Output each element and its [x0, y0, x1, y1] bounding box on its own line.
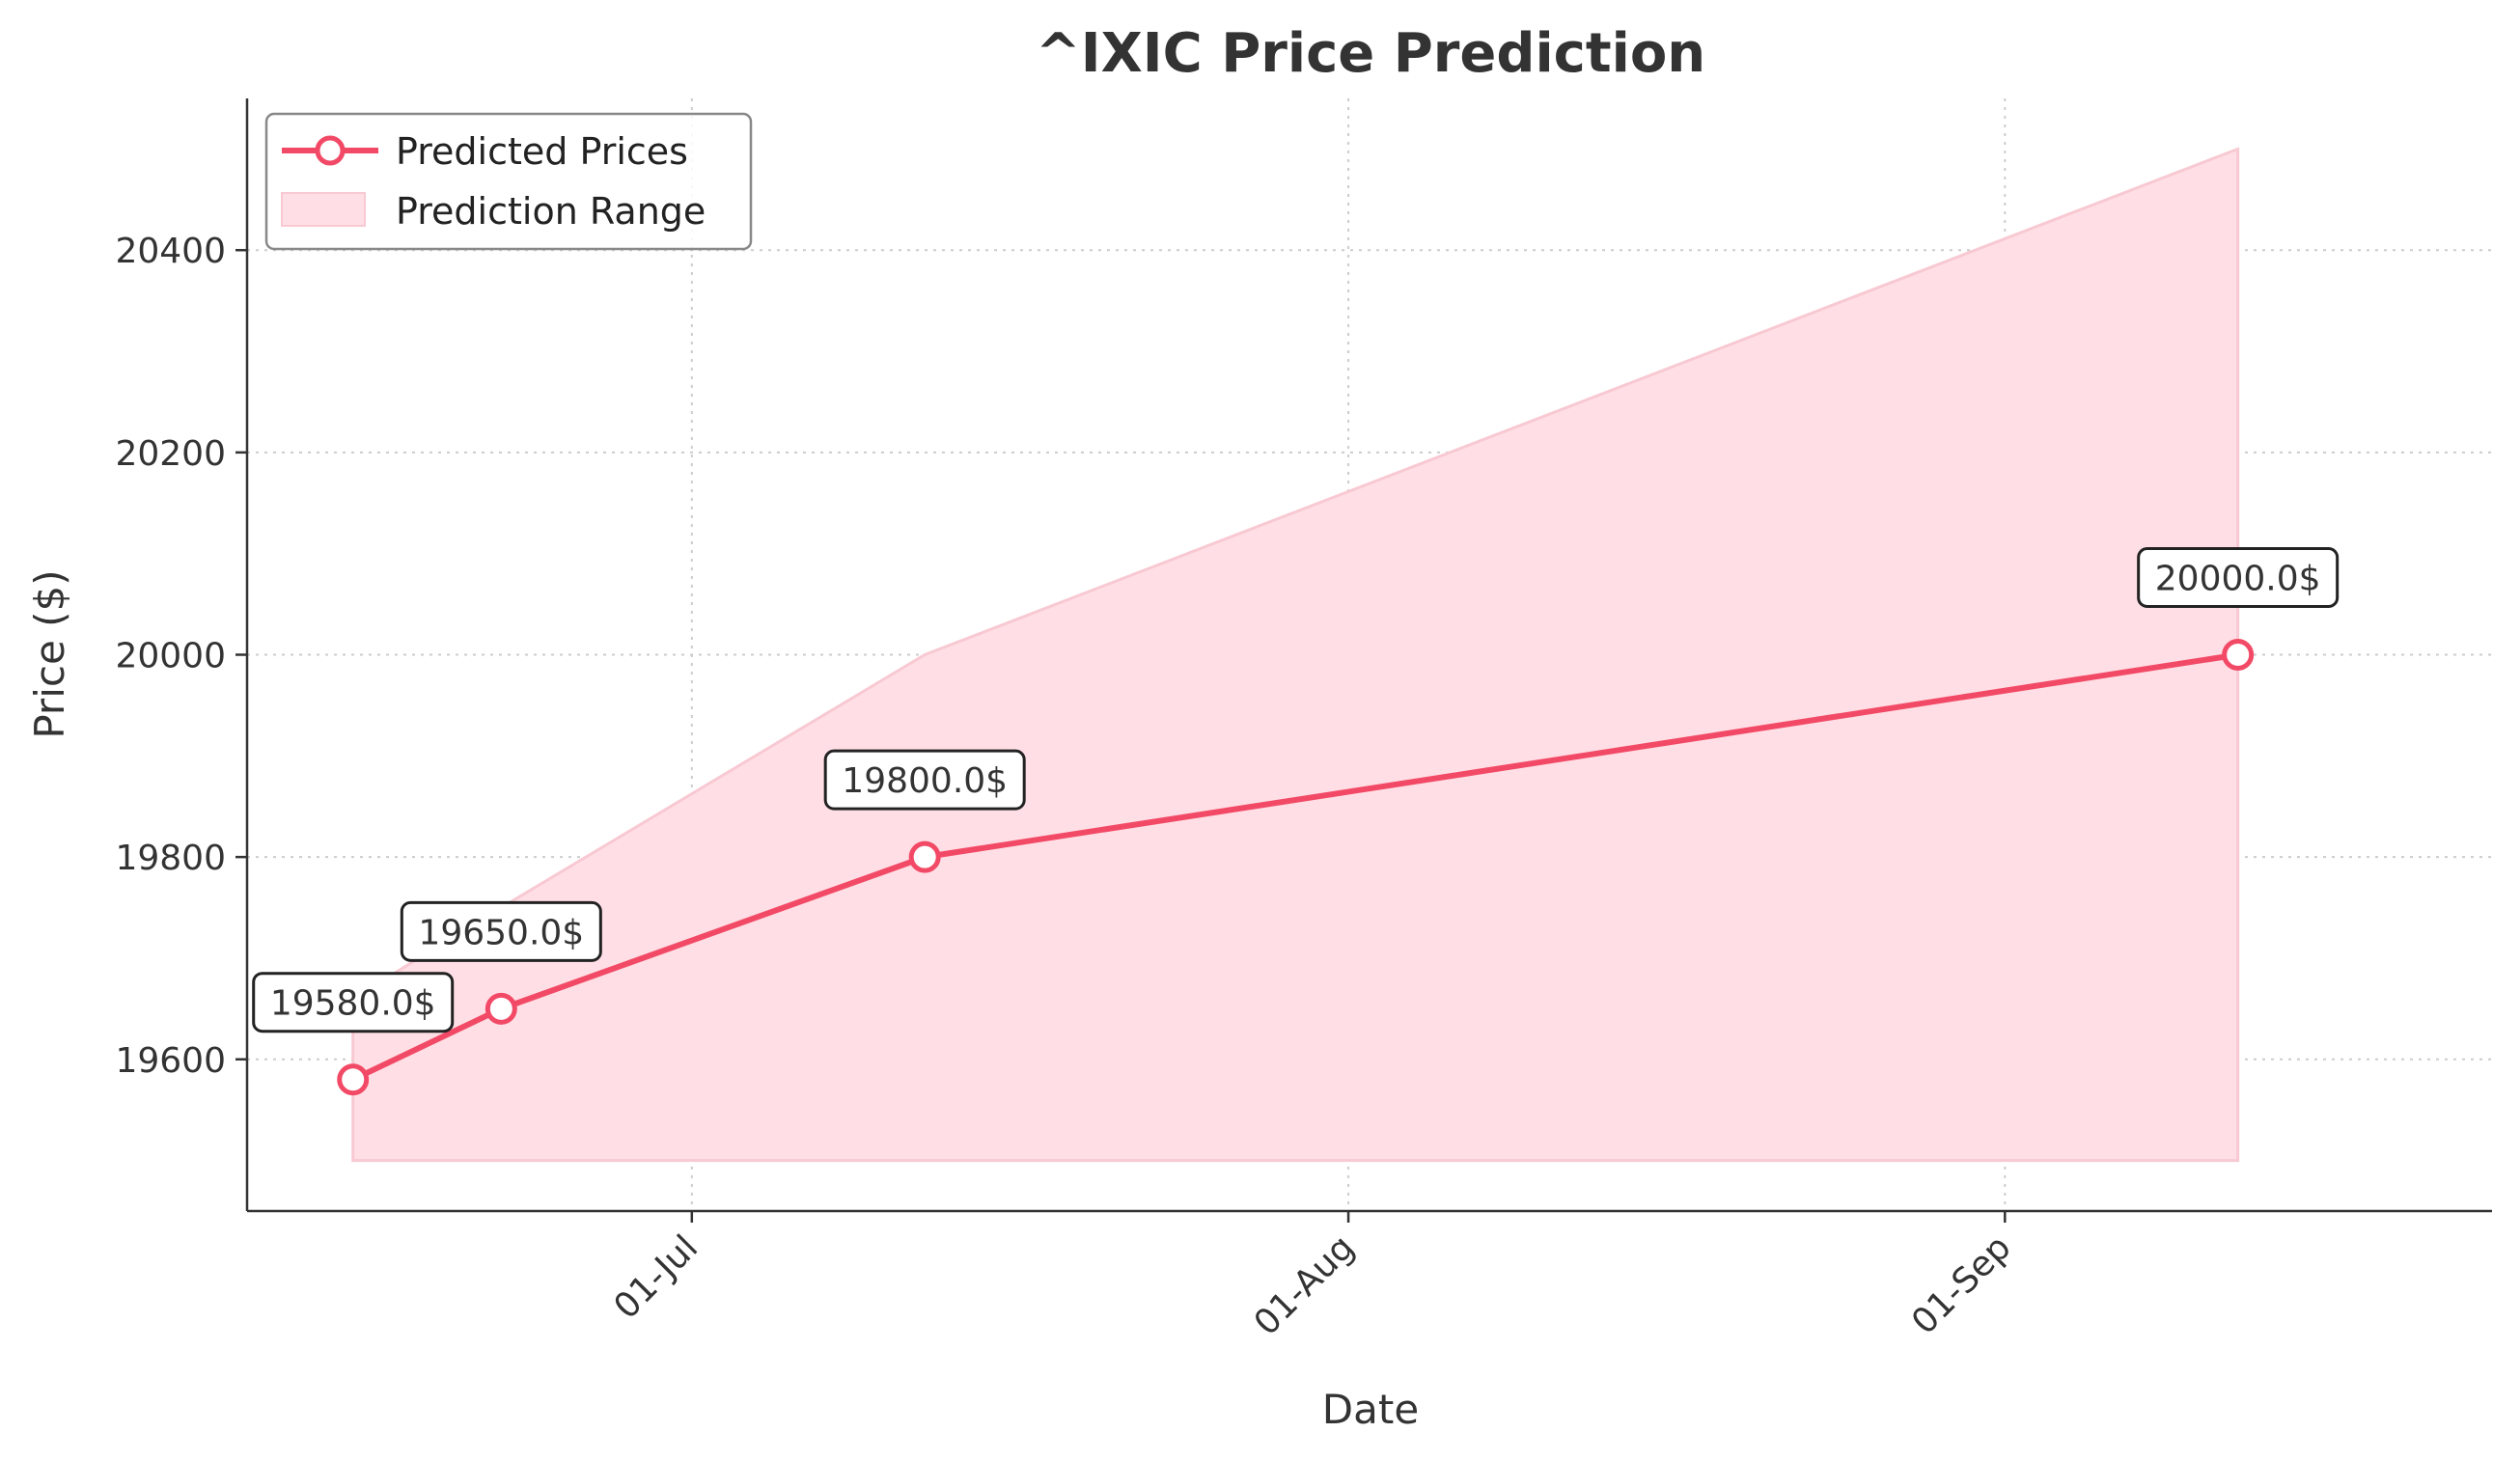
legend-marker-swatch — [315, 135, 346, 166]
data-label: 19800.0$ — [842, 761, 1008, 801]
data-point-marker — [2222, 639, 2255, 671]
legend-entry-prediction-range: Prediction Range — [396, 190, 706, 233]
legend: Predicted Prices Prediction Range — [264, 112, 753, 251]
data-label-box — [2137, 547, 2340, 608]
y-tick-label: 19600 — [115, 1041, 226, 1081]
x-tick-label: 01-Jul — [606, 1227, 706, 1327]
y-tick-label: 20000 — [115, 637, 226, 676]
y-tick-label: 19800 — [115, 839, 226, 878]
chart-title: ^IXIC Price Prediction — [1036, 22, 1705, 85]
y-tick-label: 20200 — [115, 434, 226, 474]
y-tick-label: 20400 — [115, 232, 226, 271]
data-point-marker — [485, 992, 517, 1025]
data-label-box — [400, 900, 602, 962]
data-label-box — [252, 972, 455, 1033]
legend-area-swatch — [281, 192, 366, 227]
area-layer — [351, 147, 2240, 1163]
predicted-prices-line — [349, 651, 2241, 1083]
data-label: 19650.0$ — [418, 913, 584, 952]
y-axis-label: Price ($) — [26, 569, 73, 738]
x-tick-label: 01-Aug — [1247, 1227, 1363, 1343]
legend-frame — [264, 112, 753, 251]
data-point-marker — [908, 840, 941, 873]
data-point-marker — [337, 1063, 370, 1096]
data-label: 19580.0$ — [270, 984, 436, 1024]
x-tick-label: 01-Sep — [1904, 1227, 2019, 1342]
line-layer — [337, 639, 2255, 1096]
annotation-layer: 19580.0$ 19650.0$ 19800.0$ 20000.0$ — [252, 547, 2340, 1033]
prediction-range-area — [351, 147, 2240, 1163]
data-label: 20000.0$ — [2155, 560, 2321, 599]
x-axis-label: Date — [1322, 1386, 1419, 1433]
legend-entry-predicted-prices: Predicted Prices — [396, 130, 688, 173]
data-label-box — [823, 749, 1026, 811]
